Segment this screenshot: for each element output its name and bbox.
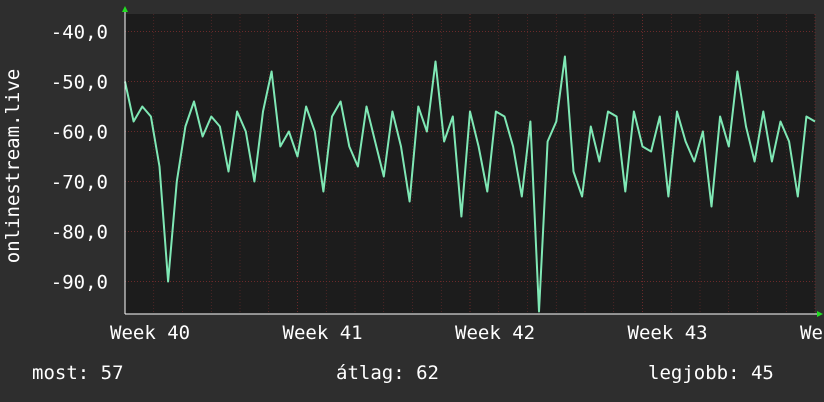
y-tick-label: -40,0	[51, 22, 108, 44]
y-axis-tick-labels: -40,0 -50,0 -60,0 -70,0 -80,0 -90,0	[51, 22, 108, 294]
y-tick-label: -60,0	[51, 122, 108, 144]
x-tick-label: Week 42	[455, 322, 535, 344]
y-axis-label: onlinestream.live	[2, 69, 24, 263]
x-tick-label: Week 43	[628, 322, 708, 344]
stat-average-label: átlag:	[336, 362, 405, 384]
axes	[122, 6, 823, 317]
stat-best-label: legjobb:	[648, 362, 740, 384]
x-tick-label: Week 40	[110, 322, 190, 344]
y-tick-label: -80,0	[51, 222, 108, 244]
y-tick-label: -70,0	[51, 172, 108, 194]
stat-best-value: 45	[750, 362, 774, 384]
y-axis-arrow	[122, 6, 128, 12]
horizontal-gridlines	[125, 31, 815, 282]
stat-average-value: 62	[416, 362, 439, 384]
stat-current: most: 57	[32, 362, 124, 384]
series-line	[124, 55, 816, 313]
stat-average: átlag: 62	[336, 362, 439, 384]
vertical-gridlines	[124, 14, 816, 314]
x-tick-label: Week 44	[800, 322, 824, 344]
x-tick-label: Week 41	[283, 322, 363, 344]
stat-current-value: 57	[100, 362, 124, 384]
y-tick-label: -90,0	[51, 272, 108, 294]
x-axis-tick-labels: Week 40 Week 41 Week 42 Week 43 Week 44	[110, 322, 824, 344]
stat-current-label: most:	[32, 362, 90, 384]
y-tick-label: -50,0	[51, 72, 108, 94]
stat-best: legjobb: 45	[648, 362, 774, 384]
x-axis-arrow	[817, 311, 823, 317]
